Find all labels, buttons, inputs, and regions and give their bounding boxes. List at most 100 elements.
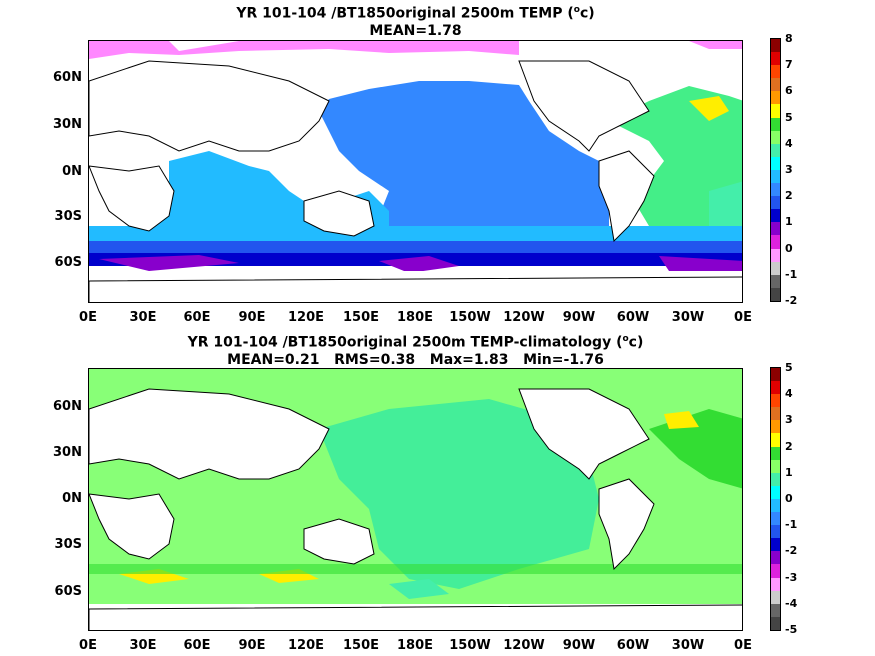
colorbar-swatch — [771, 117, 780, 131]
colorbar-tick-label: 5 — [785, 110, 793, 124]
colorbar-swatch — [771, 381, 780, 395]
colorbar-tick-label: 7 — [785, 58, 793, 72]
colorbar-swatch — [771, 156, 780, 170]
colorbar-swatch — [771, 130, 780, 144]
lon-label: 120W — [503, 310, 545, 325]
colorbar-tick-label: -2 — [785, 294, 798, 307]
lat-label: 30S — [54, 209, 82, 224]
colorbar-swatch — [771, 209, 780, 223]
colorbar-tick-label: 3 — [785, 163, 793, 176]
colorbar-swatch — [771, 551, 780, 565]
colorbar-swatch — [771, 446, 780, 460]
arctic-cold-region — [89, 41, 519, 59]
colorbar-tick-label: 8 — [785, 32, 793, 45]
panel2-title: YR 101-104 /BT1850original 2500m TEMP-cl… — [187, 334, 644, 368]
lon-label: 0E — [734, 310, 752, 325]
colorbar-swatch — [771, 616, 780, 630]
panel1-title: YR 101-104 /BT1850original 2500m TEMP (o… — [236, 5, 595, 39]
colorbar-swatch — [771, 196, 780, 210]
lon-label: 150W — [449, 310, 491, 325]
colorbar-tick-label: -2 — [785, 544, 798, 558]
colorbar-tick-label: -1 — [785, 267, 798, 281]
lon-label: 150E — [342, 638, 380, 653]
eurasia-landmass — [89, 388, 330, 480]
colorbar-tick-label: 0 — [785, 492, 793, 505]
colorbar-swatch — [771, 52, 780, 66]
colorbar-tick-label: -5 — [785, 623, 798, 636]
colorbar-swatch — [771, 287, 780, 301]
colorbar-panel-1 — [770, 38, 781, 302]
colorbar-swatch — [771, 248, 780, 262]
colorbar-swatch — [771, 261, 780, 275]
colorbar-swatch — [771, 143, 780, 157]
southern-ocean-band — [89, 241, 742, 256]
colorbar-swatch — [771, 498, 780, 513]
map-panel-1 — [88, 40, 743, 303]
lon-label: 120E — [287, 310, 325, 325]
lon-label: 90W — [562, 310, 596, 325]
pacific-region — [319, 81, 609, 256]
lon-label: 0E — [734, 638, 752, 653]
colorbar-tick-label: -3 — [785, 570, 798, 584]
lon-label: 90E — [238, 638, 266, 653]
colorbar-swatch — [771, 222, 780, 236]
lon-label: 180E — [396, 310, 434, 325]
colorbar-tick-label: 4 — [785, 136, 793, 150]
lon-label: 30E — [129, 638, 157, 653]
colorbar-swatch — [771, 407, 780, 421]
lat-label: 60S — [54, 255, 82, 270]
colorbar-tick-label: 3 — [785, 413, 793, 427]
colorbar-swatch — [771, 183, 780, 197]
lat-label: 0N — [62, 164, 82, 179]
lat-label: 0N — [62, 491, 82, 506]
map-panel-2 — [88, 368, 743, 631]
lon-label: 90E — [238, 310, 266, 325]
lon-label: 60W — [616, 638, 650, 653]
colorbar-tick-label: 2 — [785, 439, 793, 453]
south-america-landmass — [598, 478, 655, 571]
lon-label: 150W — [449, 638, 491, 653]
colorbar-swatch — [771, 39, 780, 53]
colorbar-tick-label: 4 — [785, 387, 793, 401]
south-america-landmass — [598, 150, 655, 243]
lon-label: 120W — [503, 638, 545, 653]
colorbar-swatch — [771, 235, 780, 249]
colorbar-swatch — [771, 512, 780, 526]
colorbar-tick-label: -1 — [785, 518, 798, 532]
lat-label: 30N — [53, 117, 82, 132]
australia-landmass — [303, 190, 375, 237]
lon-label: 120E — [287, 638, 325, 653]
lat-label: 30N — [53, 445, 82, 460]
lat-label: 60S — [54, 584, 82, 599]
colorbar-swatch — [771, 590, 780, 604]
colorbar-tick-label: 6 — [785, 84, 793, 98]
colorbar-swatch — [771, 433, 780, 447]
lon-label: 150E — [342, 310, 380, 325]
colorbar-swatch — [771, 525, 780, 539]
north-america-landmass — [518, 388, 650, 480]
pacific-anomaly-region — [319, 399, 599, 589]
colorbar-tick-label: -4 — [785, 596, 798, 610]
lon-label: 30E — [129, 310, 157, 325]
lon-label: 60E — [183, 638, 211, 653]
colorbar-tick-label: 0 — [785, 241, 793, 255]
colorbar-swatch — [771, 538, 780, 552]
colorbar-tick-label: 2 — [785, 189, 793, 203]
australia-landmass — [303, 518, 375, 565]
antarctica-landmass — [89, 604, 742, 630]
colorbar-swatch — [771, 394, 780, 408]
north-america-landmass — [518, 60, 650, 152]
lon-label: 90W — [562, 638, 596, 653]
colorbar-swatch — [771, 78, 780, 92]
colorbar-swatch — [771, 459, 780, 473]
antarctica-landmass — [89, 276, 742, 302]
lon-label: 0E — [79, 638, 97, 653]
lat-label: 30S — [54, 537, 82, 552]
africa-landmass — [89, 493, 175, 560]
africa-landmass — [89, 165, 175, 232]
lon-label: 30W — [671, 638, 705, 653]
lon-label: 180E — [396, 638, 434, 653]
colorbar-tick-label: 1 — [785, 465, 793, 479]
lat-label: 60N — [53, 399, 82, 414]
colorbar-swatch — [771, 104, 780, 118]
